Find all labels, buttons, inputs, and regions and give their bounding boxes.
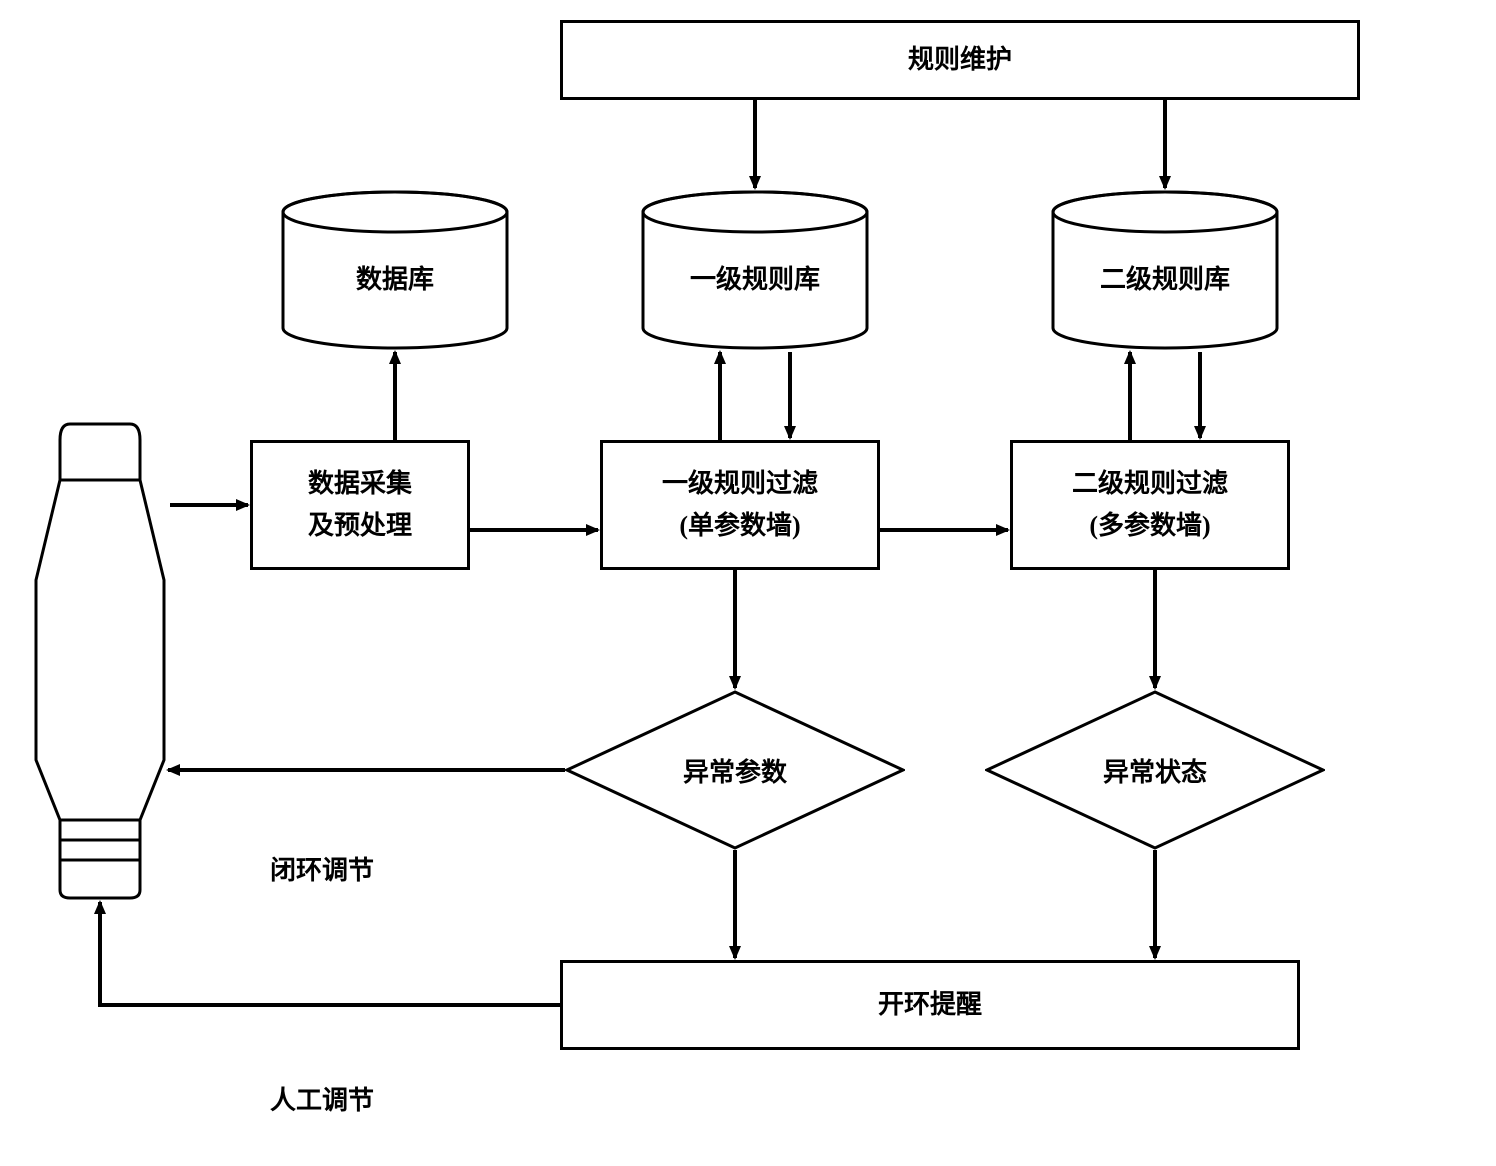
node-rule-lib1: 一级规则库 <box>640 190 870 350</box>
node-filter1: 一级规则过滤 (单参数墙) <box>600 440 880 570</box>
node-open-loop: 开环提醒 <box>560 960 1300 1050</box>
node-label: 一级规则库 <box>640 259 870 296</box>
node-label: 开环提醒 <box>878 984 982 1026</box>
node-filter2: 二级规则过滤 (多参数墙) <box>1010 440 1290 570</box>
node-database: 数据库 <box>280 190 510 350</box>
node-label: 二级规则库 <box>1050 259 1280 296</box>
node-label: 异常状态 <box>985 690 1325 850</box>
node-label-line2: 及预处理 <box>308 505 412 547</box>
label-manual-adjust: 人工调节 <box>270 1080 374 1117</box>
node-abnormal-state: 异常状态 <box>985 690 1325 850</box>
node-label: 规则维护 <box>908 39 1012 81</box>
node-rule-lib2: 二级规则库 <box>1050 190 1280 350</box>
node-label-line2: (单参数墙) <box>679 505 800 547</box>
node-abnormal-param: 异常参数 <box>565 690 905 850</box>
flowchart-canvas: 规则维护 数据库 一级规则库 二级规则库 数据采集 及预处理 一级规则过滤 <box>0 0 1496 1166</box>
node-data-collect: 数据采集 及预处理 <box>250 440 470 570</box>
node-label-line2: (多参数墙) <box>1089 505 1210 547</box>
node-rule-maintain: 规则维护 <box>560 20 1360 100</box>
node-label-line1: 一级规则过滤 <box>662 463 818 505</box>
node-label: 数据库 <box>280 259 510 296</box>
node-label: 异常参数 <box>565 690 905 850</box>
node-label-line1: 二级规则过滤 <box>1072 463 1228 505</box>
node-label-line1: 数据采集 <box>308 463 412 505</box>
node-furnace <box>30 420 170 900</box>
label-closed-loop: 闭环调节 <box>270 850 374 887</box>
